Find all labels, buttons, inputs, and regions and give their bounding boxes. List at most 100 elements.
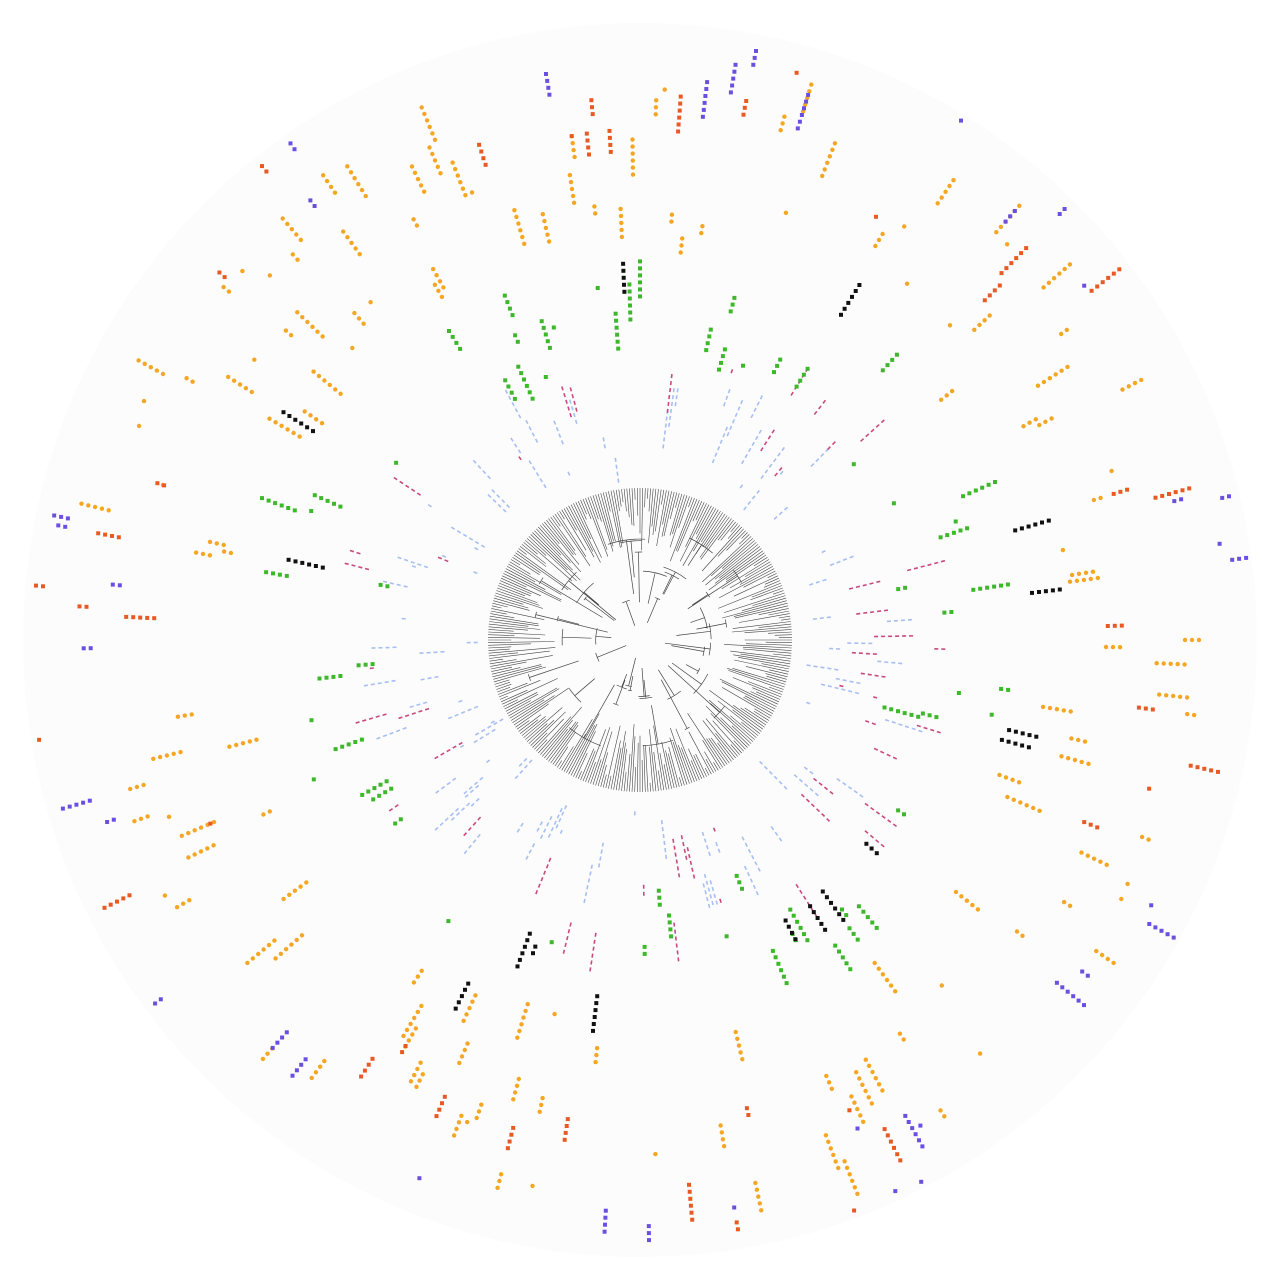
ring-7-mark <box>919 1179 924 1184</box>
ring-5-mark <box>1091 856 1097 861</box>
ring-5-mark <box>669 212 675 217</box>
ring-5-mark <box>1111 960 1116 966</box>
ring-5-mark <box>295 257 300 262</box>
ring-5-mark <box>1062 266 1067 272</box>
ring-7-mark <box>81 646 86 651</box>
ring-3-mark <box>967 491 972 496</box>
ring-2-mark <box>410 488 416 492</box>
ring-3-mark <box>909 712 914 717</box>
ring-3-mark <box>505 300 510 305</box>
ring-2-mark <box>856 612 861 615</box>
ring-4-mark <box>1026 745 1031 750</box>
ring-1-mark <box>842 558 848 561</box>
ring-6-mark <box>511 1125 516 1130</box>
ring-5-mark <box>826 1080 832 1085</box>
ring-5-mark <box>272 938 277 943</box>
ring-2-mark <box>418 709 423 713</box>
ring-3-mark <box>273 501 278 506</box>
ring-1-mark <box>744 842 748 847</box>
ring-3-mark <box>446 919 451 924</box>
ring-3-mark <box>502 293 507 298</box>
ring-1-mark <box>706 896 709 902</box>
ring-5-mark <box>1037 422 1042 428</box>
ring-2-mark <box>670 374 673 379</box>
ring-5-mark <box>408 1079 414 1084</box>
ring-2-mark <box>437 556 443 560</box>
ring-5-mark <box>1105 956 1111 962</box>
ring-5-mark <box>179 833 184 838</box>
ring-6 <box>34 70 1220 1232</box>
ring-7-mark <box>288 141 293 146</box>
ring-3-mark <box>266 498 271 503</box>
ring-1-mark <box>555 427 559 432</box>
ring-6-mark <box>1105 624 1110 628</box>
ring-5-mark <box>1081 577 1087 583</box>
ring-5-mark <box>662 87 667 92</box>
ring-5-mark <box>338 391 343 396</box>
ring-1-mark <box>711 886 715 892</box>
ring-1-mark <box>491 728 496 733</box>
ring-1-mark <box>539 478 543 483</box>
ring-6-mark <box>1089 288 1094 293</box>
ring-1-mark <box>741 459 745 465</box>
ring-1-mark <box>853 789 858 794</box>
ring-1-mark <box>663 840 666 846</box>
ring-1-mark <box>556 814 560 819</box>
ring-1-mark <box>703 873 707 879</box>
ring-1-mark <box>446 781 451 786</box>
ring-1-mark <box>900 619 905 622</box>
ring-1-mark <box>456 812 460 816</box>
ring-3-mark <box>985 585 990 590</box>
ring-5-mark <box>308 413 313 418</box>
ring-2-mark <box>565 399 568 404</box>
ring-5-mark <box>939 195 944 200</box>
ring-1-mark <box>755 891 759 896</box>
ring-5-mark <box>311 369 316 374</box>
ring-3-mark <box>730 302 735 307</box>
ring-3-mark <box>325 498 330 503</box>
ring-5-mark <box>520 234 525 240</box>
ring-5-mark <box>1085 853 1091 858</box>
ring-5-mark <box>738 1050 743 1055</box>
ring-1-mark <box>717 848 721 853</box>
ring-3-mark <box>851 462 856 467</box>
ring-5-mark <box>1182 662 1187 667</box>
ring-5-mark <box>847 1172 852 1177</box>
ring-1-mark <box>486 759 491 764</box>
ring-1-mark <box>454 807 460 812</box>
ring-6-mark <box>110 534 114 538</box>
ring-5-mark <box>256 951 261 957</box>
ring-2-mark <box>590 960 593 965</box>
ring-1-mark <box>715 900 719 905</box>
ring-1-mark <box>854 691 860 695</box>
ring-3-mark <box>309 718 314 723</box>
ring-1-mark <box>836 560 841 564</box>
ring-4-mark <box>837 912 842 917</box>
ring-1-mark <box>559 808 563 813</box>
ring-7-mark <box>920 1144 925 1149</box>
ring-3-mark <box>851 931 856 936</box>
ring-5-mark <box>975 907 981 912</box>
ring-7-mark <box>802 106 806 111</box>
ring-5-mark <box>1033 417 1039 422</box>
ring-5-mark <box>619 220 624 226</box>
ring-2-mark <box>874 635 879 638</box>
ring-7-mark <box>1054 980 1059 985</box>
ring-7-mark <box>312 204 317 208</box>
ring-2-mark <box>472 821 477 826</box>
ring-3-mark <box>338 674 343 678</box>
ring-6-mark <box>1153 495 1158 500</box>
ring-4-mark <box>1043 589 1048 594</box>
ring-5-mark <box>987 313 992 318</box>
ring-5-mark <box>1168 661 1173 666</box>
ring-7-mark <box>917 1138 921 1143</box>
ring-5-mark <box>1041 379 1047 385</box>
ring-1-mark <box>401 617 406 620</box>
ring-4-mark <box>1057 587 1062 592</box>
ring-5-mark <box>700 224 705 229</box>
ring-1-mark <box>531 432 535 437</box>
ring-2-mark <box>561 386 564 391</box>
ring-5-mark <box>1139 377 1144 383</box>
ring-4-mark <box>842 306 847 311</box>
ring-3-mark <box>338 504 343 509</box>
